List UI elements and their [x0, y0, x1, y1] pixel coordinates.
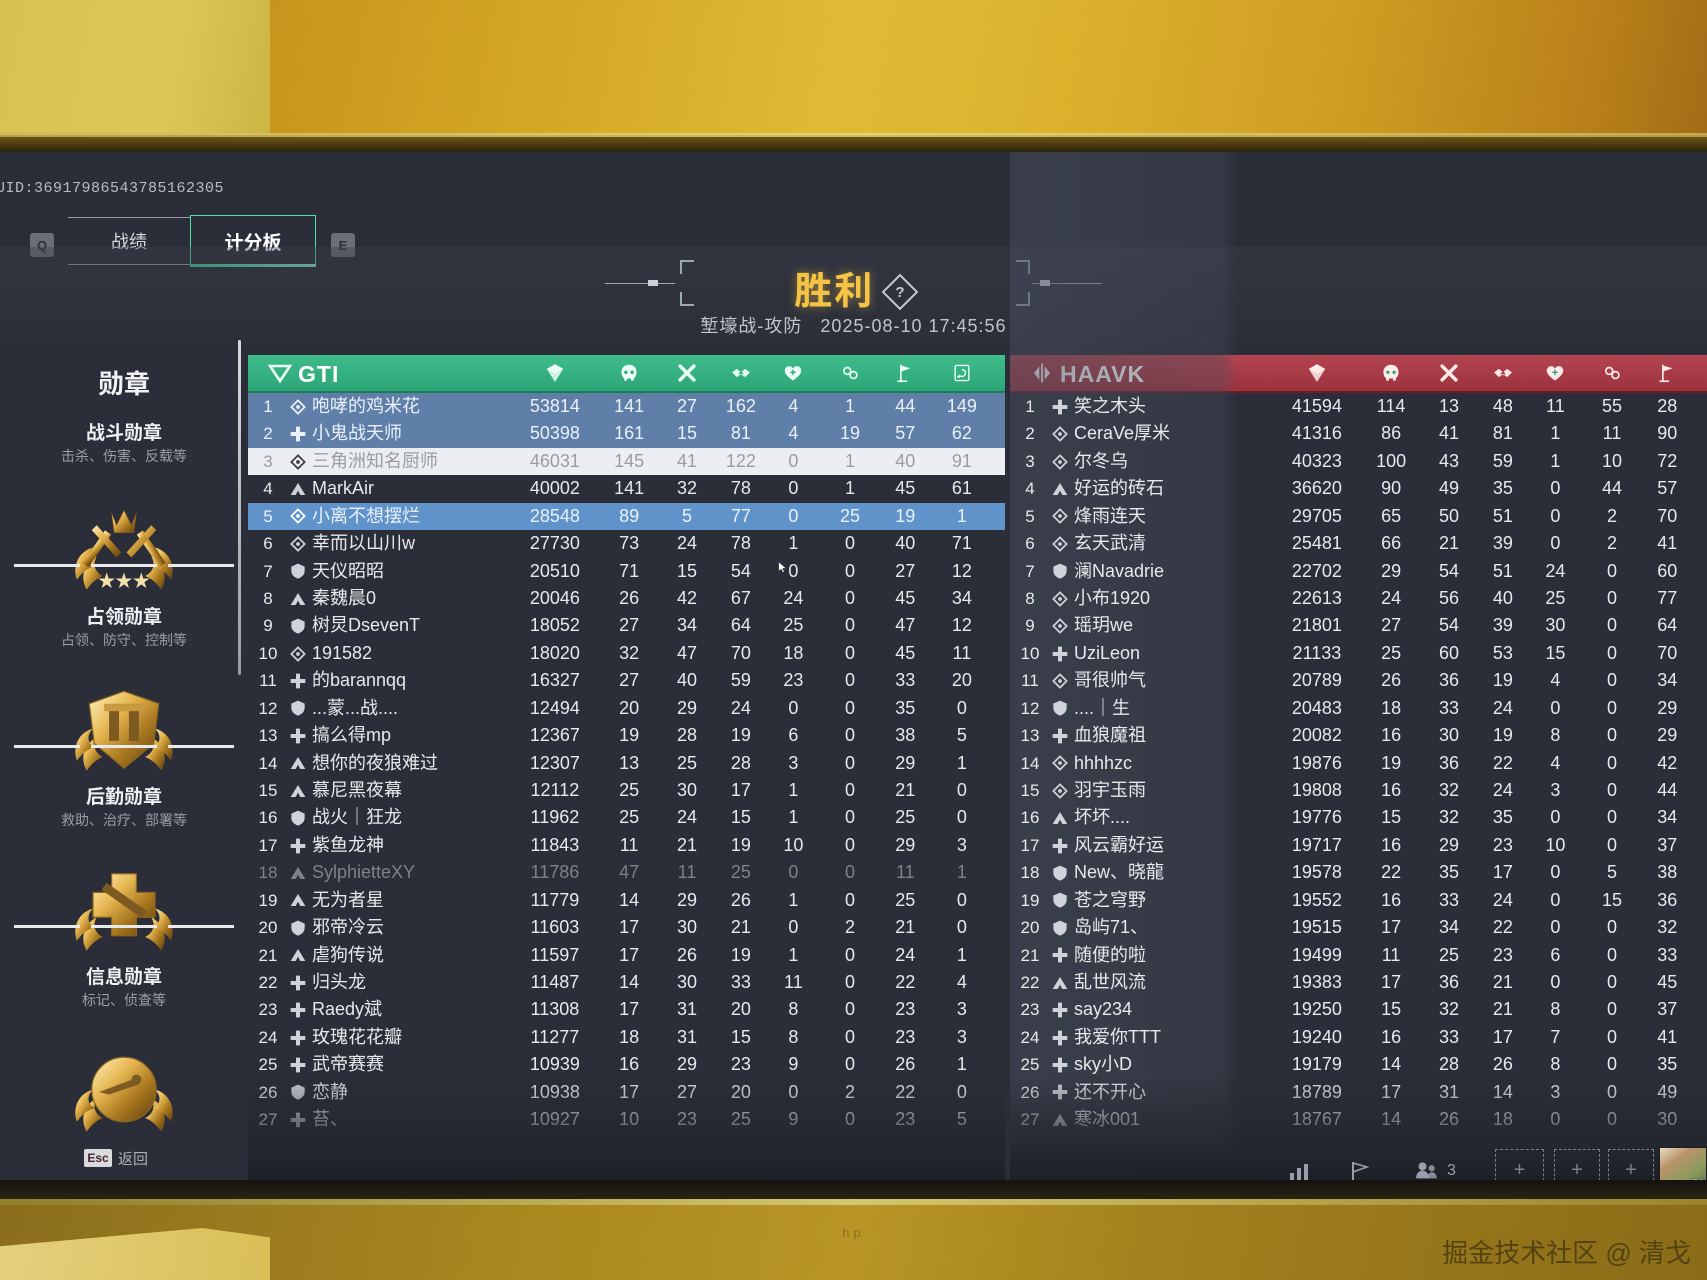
- svg-text:★★★: ★★★: [98, 571, 150, 591]
